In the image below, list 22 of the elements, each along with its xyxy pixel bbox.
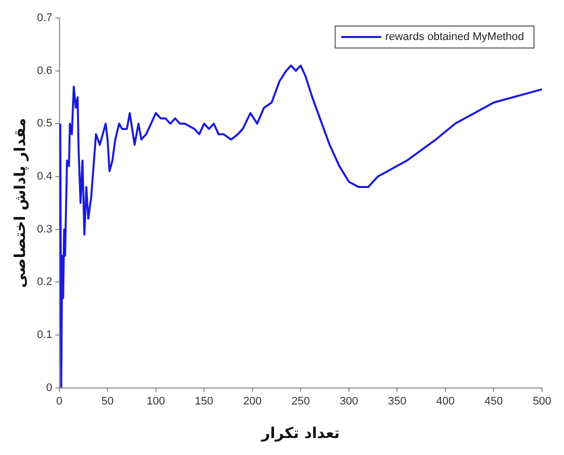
x-tick-label: 150: [194, 395, 214, 408]
x-tick-label: 250: [291, 395, 310, 408]
y-tick-label: 0: [46, 382, 52, 394]
y-tick-label: 0.2: [36, 276, 52, 288]
x-axis-title: تعداد تکرار: [260, 424, 340, 442]
x-tick-label: 0: [56, 395, 62, 408]
y-tick-label: 0.1: [36, 329, 52, 342]
x-tick-label: 400: [436, 395, 455, 408]
y-tick-label: 0.5: [36, 118, 52, 130]
x-tick-label: 300: [340, 395, 358, 408]
y-tick-label: 0.3: [36, 223, 52, 236]
x-tick-label: 450: [484, 395, 503, 408]
x-tick-label: 500: [532, 395, 552, 408]
y-tick-label: 0.4: [36, 170, 52, 183]
y-tick-label: 0.6: [36, 64, 52, 77]
x-tick-label: 350: [388, 395, 406, 408]
legend-label: rewards obtained MyMethod: [385, 31, 524, 44]
y-axis-title: مقدار پاداش اختصاصی: [10, 118, 29, 288]
x-tick-label: 200: [243, 395, 262, 408]
x-tick-label: 100: [146, 395, 166, 408]
x-tick-label: 50: [101, 395, 114, 408]
y-tick-label: 0.7: [36, 12, 52, 24]
